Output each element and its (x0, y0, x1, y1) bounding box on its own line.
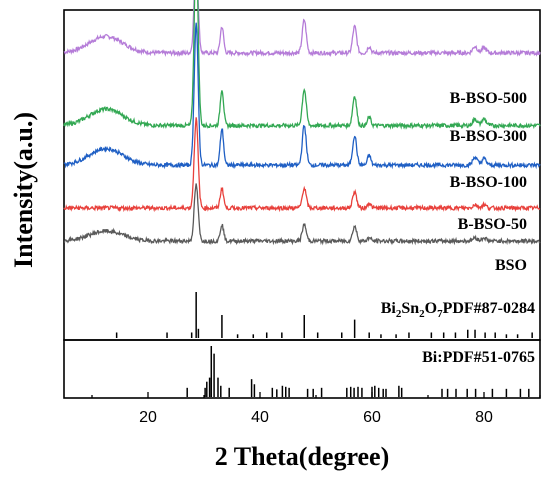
label-layer: B-BSO-500 B-BSO-300 B-BSO-100 B-BSO-50 BSO Bi… (381, 90, 535, 366)
series-label-bso: BSO (495, 257, 527, 274)
tick-layer: 20 40 60 80 (91, 392, 541, 426)
y-axis-title-wrap: Intensity(a.u.) (4, 0, 44, 380)
x-tick-label: 20 (139, 409, 157, 426)
series-label-b-bso-500: B-BSO-500 (450, 90, 527, 107)
x-axis-title: 2 Theta(degree) (214, 442, 390, 471)
y-axis-title: Intensity(a.u.) (9, 111, 38, 269)
x-tick-label: 80 (475, 409, 493, 426)
x-tick-label: 40 (251, 409, 269, 426)
bi-panel-frame (63, 339, 541, 399)
series-layer (63, 0, 541, 246)
pdf-51-0765-label: Bi:PDF#51-0765 (422, 349, 535, 366)
series-line-b-bso-300 (63, 0, 541, 130)
pdf-87-0284-label: Bi2Sn2O7PDF#87-0284 (381, 300, 535, 320)
series-line-b-bso-100 (63, 22, 541, 170)
series-line-bso (63, 183, 541, 246)
series-label-b-bso-300: B-BSO-300 (450, 128, 527, 145)
series-line-b-bso-50 (63, 117, 541, 213)
x-tick-label: 60 (363, 409, 381, 426)
series-label-b-bso-50: B-BSO-50 (458, 216, 527, 233)
reference-layer (115, 292, 533, 397)
series-label-b-bso-100: B-BSO-100 (450, 174, 527, 191)
series-line-b-bso-500 (63, 0, 541, 58)
bi-reference-panel (63, 339, 541, 399)
